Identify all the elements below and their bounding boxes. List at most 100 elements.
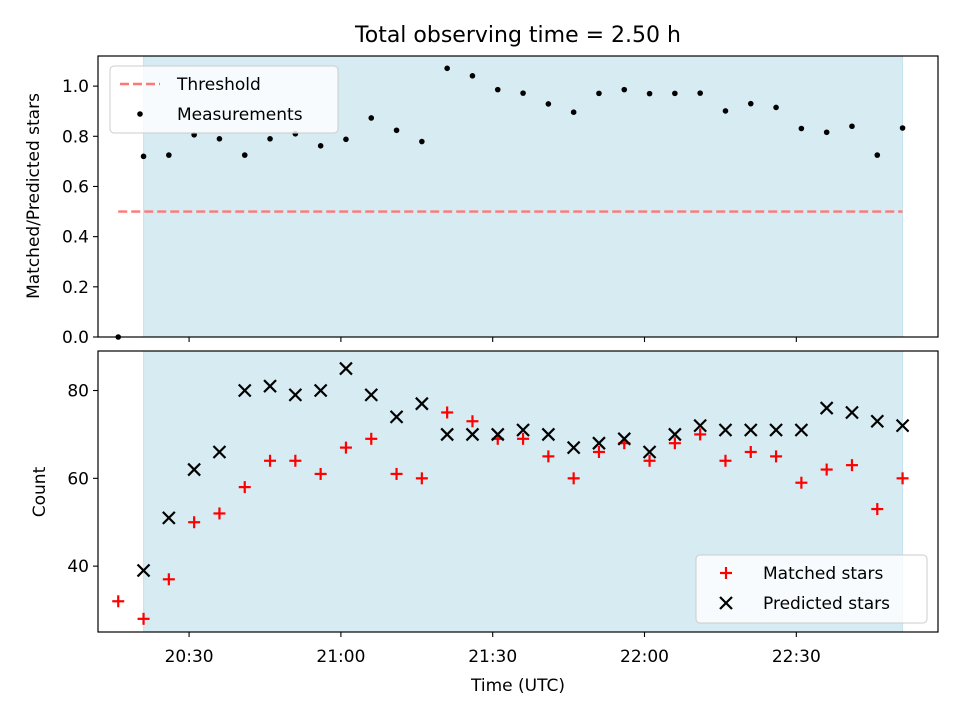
top-legend-box [109, 65, 339, 134]
matched-star-point [314, 467, 327, 480]
matched-star-point [188, 516, 201, 529]
bottom-x-axis: 20:30 21:00 21:30 22:00 22:30 [165, 632, 821, 667]
measurement-point [520, 90, 526, 96]
measurement-point [798, 125, 805, 132]
legend-matched-label: Matched stars [763, 564, 883, 584]
matched-star-point [213, 507, 226, 520]
bottom-y-axis-label: Count [30, 466, 50, 517]
legend-measurements-swatch [137, 111, 143, 117]
measurement-point [874, 152, 881, 158]
predicted-star-point [389, 410, 404, 424]
measurement-point [494, 86, 501, 93]
x-tick-label: 21:00 [316, 647, 365, 667]
predicted-star-point [870, 414, 885, 429]
y-tick-label: 0.0 [62, 328, 89, 348]
matched-star-point [390, 467, 403, 480]
predicted-star-point [313, 383, 328, 398]
predicted-star-point [668, 427, 682, 442]
measurement-point [317, 143, 324, 149]
measurement-point [697, 90, 703, 96]
predicted-star-point [743, 423, 758, 437]
x-tick-label: 22:30 [772, 647, 821, 667]
top-axes-frame [97, 55, 939, 338]
matched-star-point [694, 428, 707, 441]
predicted-stars-series [136, 361, 910, 578]
predicted-star-point [617, 432, 632, 446]
chart-title: Total observing time = 2.50 h [354, 23, 681, 48]
predicted-star-point [642, 445, 657, 459]
matched-star-point [289, 454, 302, 467]
predicted-star-point [541, 427, 556, 442]
x-axis-label: Time (UTC) [470, 676, 565, 696]
predicted-star-point [566, 440, 581, 455]
predicted-star-point [136, 563, 151, 578]
matched-star-point [162, 573, 175, 586]
matched-star-point [112, 595, 125, 608]
y-tick-label: 40 [67, 557, 89, 577]
measurement-point [570, 109, 577, 115]
measurement-point [140, 153, 147, 160]
top-y-axis-label: Matched/Predicted stars [24, 93, 44, 299]
matched-star-point [567, 472, 580, 485]
predicted-star-point [237, 383, 252, 398]
bottom-legend: Matched stars Predicted stars [695, 554, 928, 624]
bottom-legend-box [695, 554, 928, 624]
measurement-point [545, 101, 552, 107]
matched-star-point [795, 476, 808, 489]
y-tick-label: 60 [67, 469, 89, 489]
measurement-point [823, 129, 830, 136]
legend-measurements-label: Measurements [177, 105, 303, 125]
measurement-point [747, 100, 754, 107]
bottom-y-axis: 40 60 80 [67, 382, 98, 577]
measurement-point [469, 73, 476, 79]
measurement-point [722, 108, 729, 114]
matched-star-point [592, 445, 605, 458]
matched-star-point [264, 454, 277, 467]
matched-star-point [137, 612, 150, 625]
y-tick-label: 0.8 [62, 127, 89, 147]
measurement-point [773, 104, 779, 111]
predicted-star-point [769, 423, 783, 437]
top-y-axis: 0.0 0.2 0.4 0.6 0.8 1.0 [62, 77, 98, 348]
measurement-point [166, 152, 172, 158]
measurement-point [444, 65, 450, 72]
legend-predicted-swatch [719, 596, 733, 610]
matched-star-point [820, 463, 833, 476]
matched-star-point [466, 415, 479, 428]
y-tick-label: 0.4 [62, 228, 89, 248]
measurement-point [672, 90, 678, 97]
matched-star-point [871, 503, 884, 516]
x-tick-label: 21:30 [468, 647, 517, 667]
predicted-star-point [263, 379, 277, 393]
bottom-panel: 40 60 80 20:30 21:00 21:30 22:00 22:30 Count T… [30, 350, 939, 696]
predicted-star-point [490, 427, 505, 442]
matched-star-point [339, 441, 352, 454]
measurement-point [343, 136, 349, 143]
y-tick-label: 0.6 [62, 177, 89, 197]
matched-star-point [845, 459, 858, 472]
top-panel: 0.0 0.2 0.4 0.6 0.8 1.0 Matched/Predicted sta… [24, 55, 939, 348]
measurement-point [849, 123, 855, 130]
x-tick-label: 22:00 [620, 647, 669, 667]
bottom-axes-frame [97, 350, 939, 633]
measurement-point [216, 135, 223, 142]
predicted-star-point [718, 423, 733, 437]
predicted-star-point [516, 423, 530, 437]
matched-star-point [719, 454, 732, 467]
legend-threshold-label: Threshold [176, 75, 261, 95]
measurement-point [267, 135, 273, 142]
legend-matched-swatch [720, 567, 732, 579]
predicted-star-point [212, 445, 227, 459]
x-tick-label: 20:30 [165, 647, 214, 667]
measurement-point [419, 138, 425, 145]
y-tick-label: 0.2 [62, 278, 89, 298]
matched-star-point [643, 454, 656, 467]
predicted-star-point [440, 427, 454, 442]
measurement-point [596, 90, 602, 97]
matched-star-point [238, 481, 251, 494]
measurement-point [646, 90, 653, 97]
top-x-ticks [188, 337, 797, 342]
predicted-star-point [415, 396, 429, 411]
predicted-star-point [895, 418, 910, 433]
